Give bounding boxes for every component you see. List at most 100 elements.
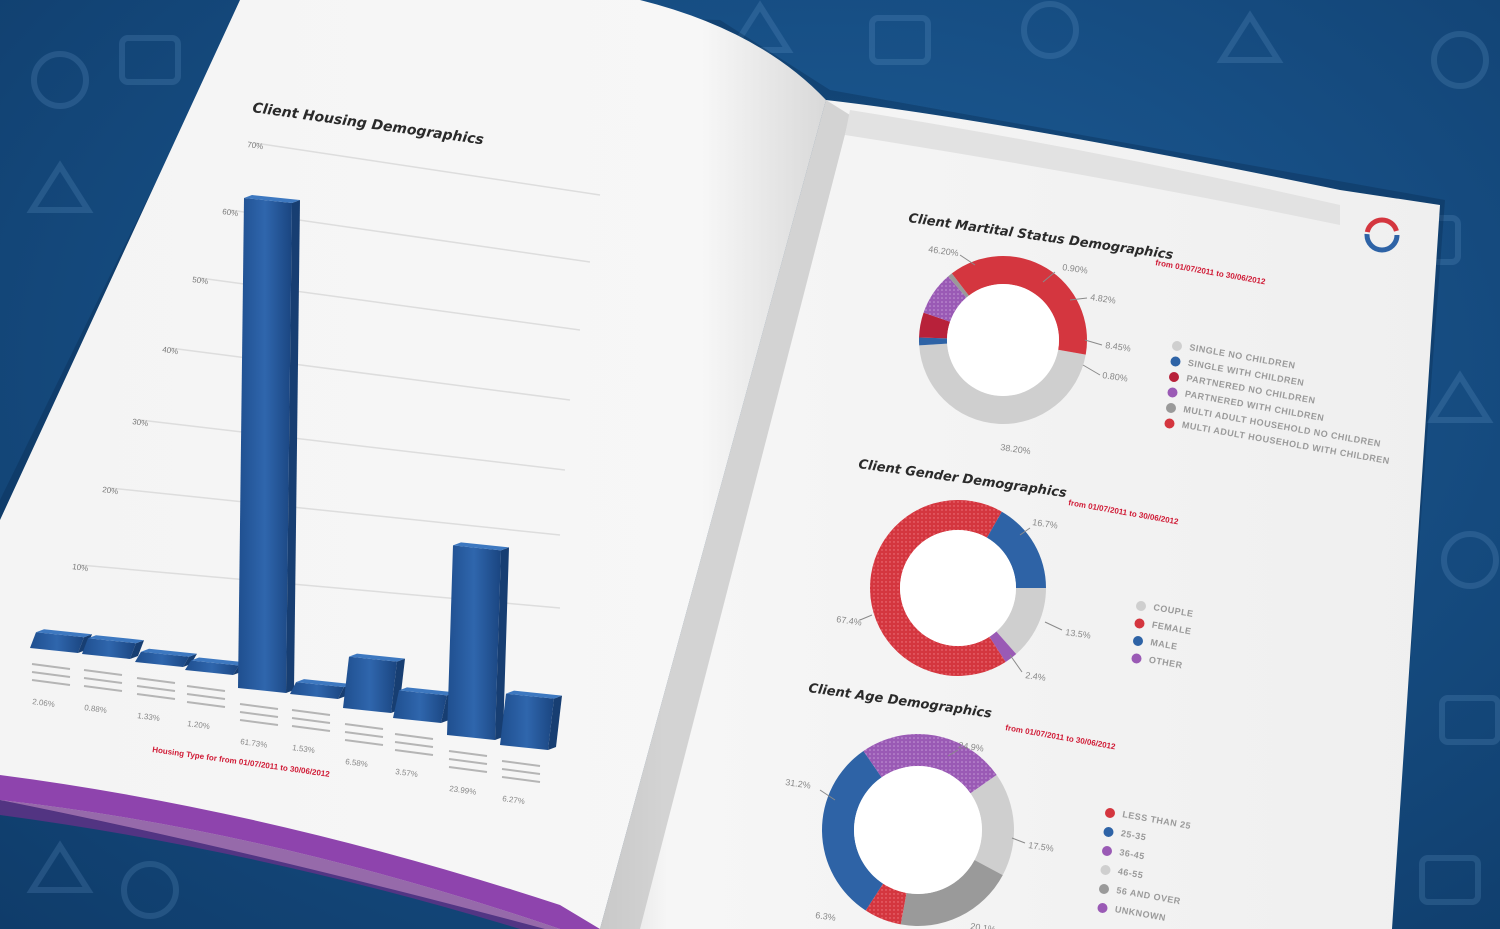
housing-bar-top <box>349 653 405 662</box>
legend-label: 46-55 <box>1117 866 1144 880</box>
bar-value-label: 3.57% <box>395 767 419 779</box>
leader-line <box>1042 271 1056 283</box>
category-label <box>344 739 384 746</box>
leader-line <box>1084 339 1103 346</box>
donut-slice <box>919 312 951 339</box>
bg-icon <box>26 840 94 893</box>
legend-marker <box>1164 418 1175 429</box>
bg-icon <box>26 160 94 213</box>
legend-marker <box>1105 808 1115 818</box>
marital-value-label: 38.20% <box>1000 442 1032 456</box>
housing-bar-side <box>286 200 300 693</box>
category-label <box>501 760 541 767</box>
category-label <box>448 758 488 765</box>
bar-value-label: 1.53% <box>292 743 316 755</box>
y-tick-label: 60% <box>222 207 239 218</box>
category-label <box>394 741 434 748</box>
legend-label: 25-35 <box>1120 828 1147 842</box>
leader-line <box>1082 364 1101 376</box>
legend-marker <box>1172 341 1182 351</box>
right-page <box>600 100 1440 929</box>
donut-slice <box>996 588 1046 655</box>
legend-marker <box>1099 884 1109 894</box>
housing-bar <box>30 632 84 653</box>
housing-bar-top <box>36 629 92 638</box>
category-label <box>291 725 331 732</box>
donut-slice <box>870 500 1006 676</box>
category-label <box>501 768 541 775</box>
housing-bar <box>135 651 189 667</box>
donut-slice <box>821 751 884 911</box>
bg-icon <box>31 51 89 109</box>
legend-marker <box>1102 846 1112 856</box>
category-label <box>31 679 71 686</box>
category-label <box>394 749 434 756</box>
leader-line <box>819 789 836 801</box>
category-label <box>239 711 279 718</box>
age-value-label: 6.3% <box>815 910 837 923</box>
legend-marker <box>1134 618 1145 629</box>
gender-value-label: 13.5% <box>1065 627 1092 640</box>
y-tick-label: 20% <box>102 485 119 496</box>
category-label <box>239 719 279 726</box>
gridline <box>169 347 571 401</box>
legend-label: MALE <box>1150 637 1179 652</box>
bar-value-label: 61.73% <box>240 737 268 750</box>
y-tick-label: 70% <box>247 140 264 151</box>
leader-line <box>1069 297 1088 301</box>
housing-bar-side <box>391 658 405 713</box>
housing-bar <box>393 690 447 723</box>
category-label <box>448 750 488 757</box>
gender-value-label: 16.7% <box>1032 517 1059 530</box>
housing-bar-side <box>495 547 509 740</box>
bar-value-label: 0.88% <box>84 703 108 715</box>
leader-line <box>859 614 873 621</box>
y-tick-label: 30% <box>132 417 149 428</box>
bar-value-label: 2.06% <box>32 697 56 709</box>
category-label <box>136 677 176 684</box>
logo-ring-red <box>1364 217 1400 253</box>
leader-line <box>947 749 959 757</box>
donut-hole <box>854 766 982 894</box>
left-page-purple-band <box>0 775 600 929</box>
leader-line <box>1009 654 1023 673</box>
bg-icon <box>869 15 931 65</box>
donut-slice <box>863 733 997 794</box>
donut-slice <box>989 631 1017 663</box>
housing-bar-side <box>548 695 562 750</box>
bg-icon <box>1441 531 1499 589</box>
housing-bar-side <box>130 640 144 659</box>
bg-icon <box>1216 10 1284 63</box>
marital-value-label: 0.80% <box>1102 370 1129 383</box>
housing-bar-top <box>244 195 300 203</box>
legend-marker <box>1097 903 1108 913</box>
legend-marker <box>1170 356 1181 367</box>
category-label <box>83 669 123 676</box>
housing-bar-top <box>399 687 455 696</box>
donut-hole <box>947 284 1059 396</box>
bg-icon <box>1439 695 1500 745</box>
bar-value-label: 23.99% <box>449 784 477 797</box>
marital-value-label: 8.45% <box>1105 340 1132 353</box>
legend-label: 36-45 <box>1119 847 1146 861</box>
donut-slice <box>865 883 907 925</box>
y-tick-label: 50% <box>192 275 209 286</box>
donut-slice <box>919 337 948 346</box>
legend-marker <box>1169 372 1179 382</box>
age-value-label: 20.1% <box>970 921 997 929</box>
legend-marker <box>1100 865 1111 875</box>
leader-line <box>959 254 976 266</box>
category-label <box>186 685 226 692</box>
bar-value-label: 6.27% <box>502 794 526 806</box>
age-value-label: 17.5% <box>1028 840 1055 853</box>
donut-slice <box>948 273 969 298</box>
bg-icon <box>1021 1 1079 59</box>
legend-marker <box>1166 403 1176 413</box>
housing-bar-top <box>141 648 197 657</box>
housing-bar <box>290 682 344 699</box>
housing-bar <box>185 660 239 675</box>
gridline <box>109 487 561 536</box>
housing-bar-top <box>191 657 247 666</box>
bg-icon <box>119 35 181 85</box>
